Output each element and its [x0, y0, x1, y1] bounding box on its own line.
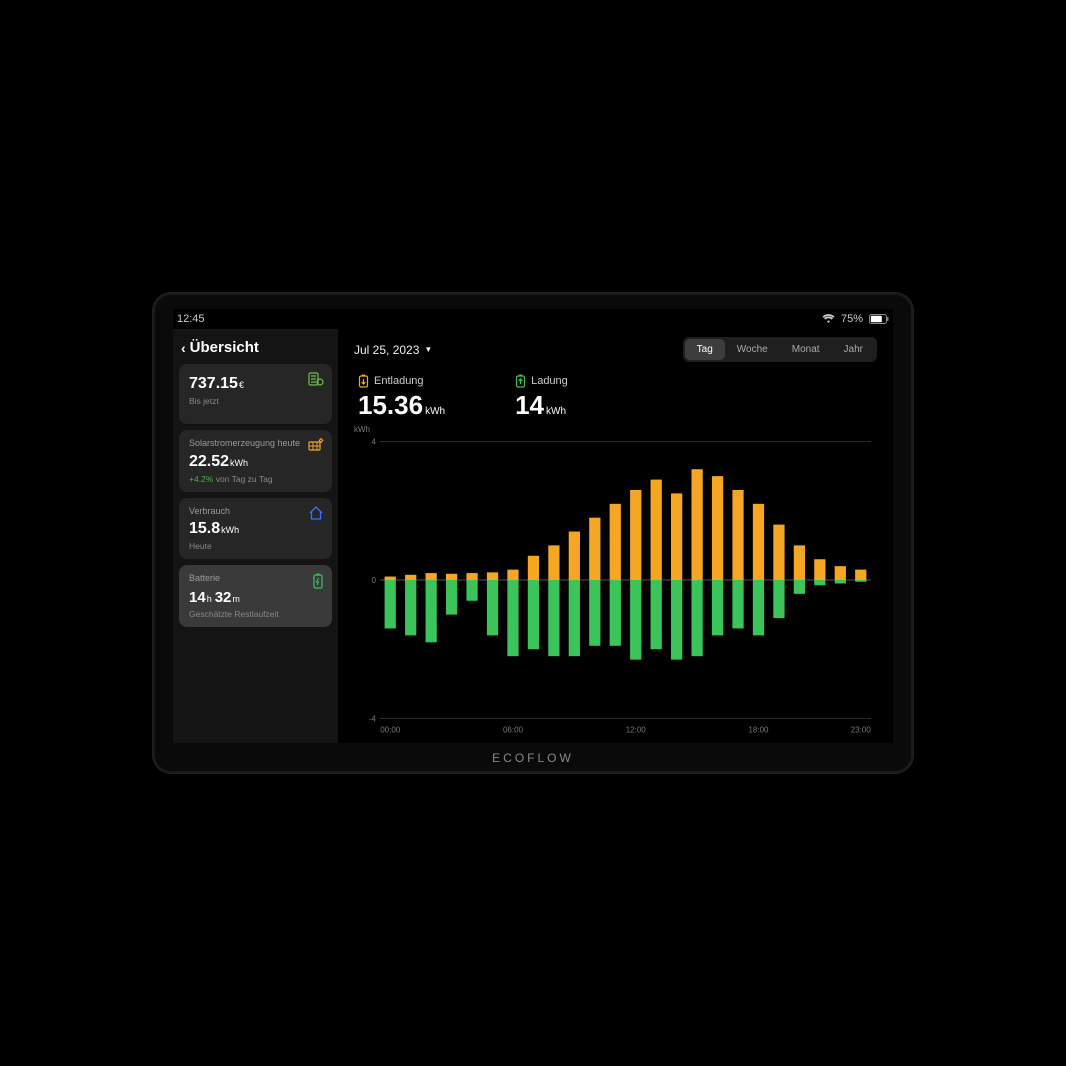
time-segment: TagWocheMonatJahr [683, 337, 877, 362]
date-picker[interactable]: Jul 25, 2023 ▼ [354, 343, 432, 357]
svg-text:-4: -4 [369, 715, 377, 724]
card-use-value: 15.8kWh [189, 520, 322, 538]
svg-text:06:00: 06:00 [503, 726, 524, 735]
battery-icon [869, 314, 889, 324]
svg-text:18:00: 18:00 [748, 726, 769, 735]
brand-logo: ECOFLOW [155, 751, 911, 765]
card-use[interactable]: Verbrauch 15.8kWh Heute [179, 498, 332, 560]
card-battery-label: Batterie [189, 573, 322, 585]
metric-discharge: Entladung 15.36kWh [358, 374, 445, 421]
home-icon [308, 506, 324, 525]
card-energy-value: 737.15€ [189, 375, 322, 393]
discharge-icon [358, 374, 369, 388]
segment-woche[interactable]: Woche [725, 339, 780, 360]
segment-jahr[interactable]: Jahr [832, 339, 875, 360]
status-bar: 12:45 75% [173, 309, 893, 329]
card-solar-delta: +4.2% von Tag zu Tag [189, 474, 322, 484]
date-text: Jul 25, 2023 [354, 343, 419, 357]
chevron-left-icon: ‹ [181, 340, 186, 356]
content: ‹ Übersicht Energiewert 737.15€ Bis jetz… [173, 329, 893, 743]
dropdown-icon: ▼ [424, 345, 432, 354]
wifi-icon [822, 314, 835, 324]
svg-text:0: 0 [372, 576, 377, 585]
card-battery-value: 14h32m [189, 589, 322, 606]
sidebar-back[interactable]: ‹ Übersicht [179, 335, 332, 362]
sidebar: ‹ Übersicht Energiewert 737.15€ Bis jetz… [173, 329, 338, 743]
segment-monat[interactable]: Monat [780, 339, 832, 360]
tablet-frame: 12:45 75% ‹ Übersicht Energiewert [153, 293, 913, 773]
status-time: 12:45 [177, 313, 205, 325]
screen: 12:45 75% ‹ Übersicht Energiewert [173, 309, 893, 743]
main: Jul 25, 2023 ▼ TagWocheMonatJahr Entladu… [338, 329, 893, 743]
chart-svg: -4 0 4 00:00 06:00 12:00 18:00 23:00 [354, 425, 877, 739]
metric-charge: Ladung 14kWh [515, 374, 568, 421]
money-icon [308, 372, 324, 391]
metric-charge-label: Ladung [515, 374, 568, 388]
metric-charge-value: 14kWh [515, 390, 568, 421]
sidebar-title-text: Übersicht [190, 339, 259, 356]
metrics: Entladung 15.36kWh Ladung [354, 374, 877, 421]
metric-discharge-value: 15.36kWh [358, 390, 445, 421]
chart: kWh -4 0 4 00:00 06:00 12:00 18:00 23:00 [354, 425, 877, 739]
metric-discharge-label: Entladung [358, 374, 445, 388]
card-solar-value: 22.52kWh [189, 453, 322, 471]
card-use-label: Verbrauch [189, 506, 322, 518]
charge-icon [515, 374, 526, 388]
svg-text:12:00: 12:00 [626, 726, 647, 735]
battery-card-icon [312, 573, 324, 594]
svg-text:00:00: 00:00 [380, 726, 401, 735]
svg-text:23:00: 23:00 [851, 726, 872, 735]
card-use-sub: Heute [189, 541, 322, 551]
card-solar[interactable]: Solarstromerzeugung heute 22.52kWh +4.2%… [179, 430, 332, 492]
segment-tag[interactable]: Tag [685, 339, 725, 360]
svg-text:4: 4 [372, 438, 377, 447]
card-solar-label: Solarstromerzeugung heute [189, 438, 322, 450]
card-battery-sub: Geschätzte Restlaufzeit [189, 609, 322, 619]
card-battery[interactable]: Batterie 14h32m Geschätzte Restlaufzeit [179, 565, 332, 627]
main-header: Jul 25, 2023 ▼ TagWocheMonatJahr [354, 337, 877, 362]
solar-icon [308, 438, 324, 457]
status-right: 75% [822, 313, 889, 325]
card-energy-sub: Bis jetzt [189, 396, 322, 406]
chart-y-unit: kWh [354, 425, 370, 434]
card-energy[interactable]: Energiewert 737.15€ Bis jetzt [179, 364, 332, 424]
status-battery-pct: 75% [841, 313, 863, 325]
